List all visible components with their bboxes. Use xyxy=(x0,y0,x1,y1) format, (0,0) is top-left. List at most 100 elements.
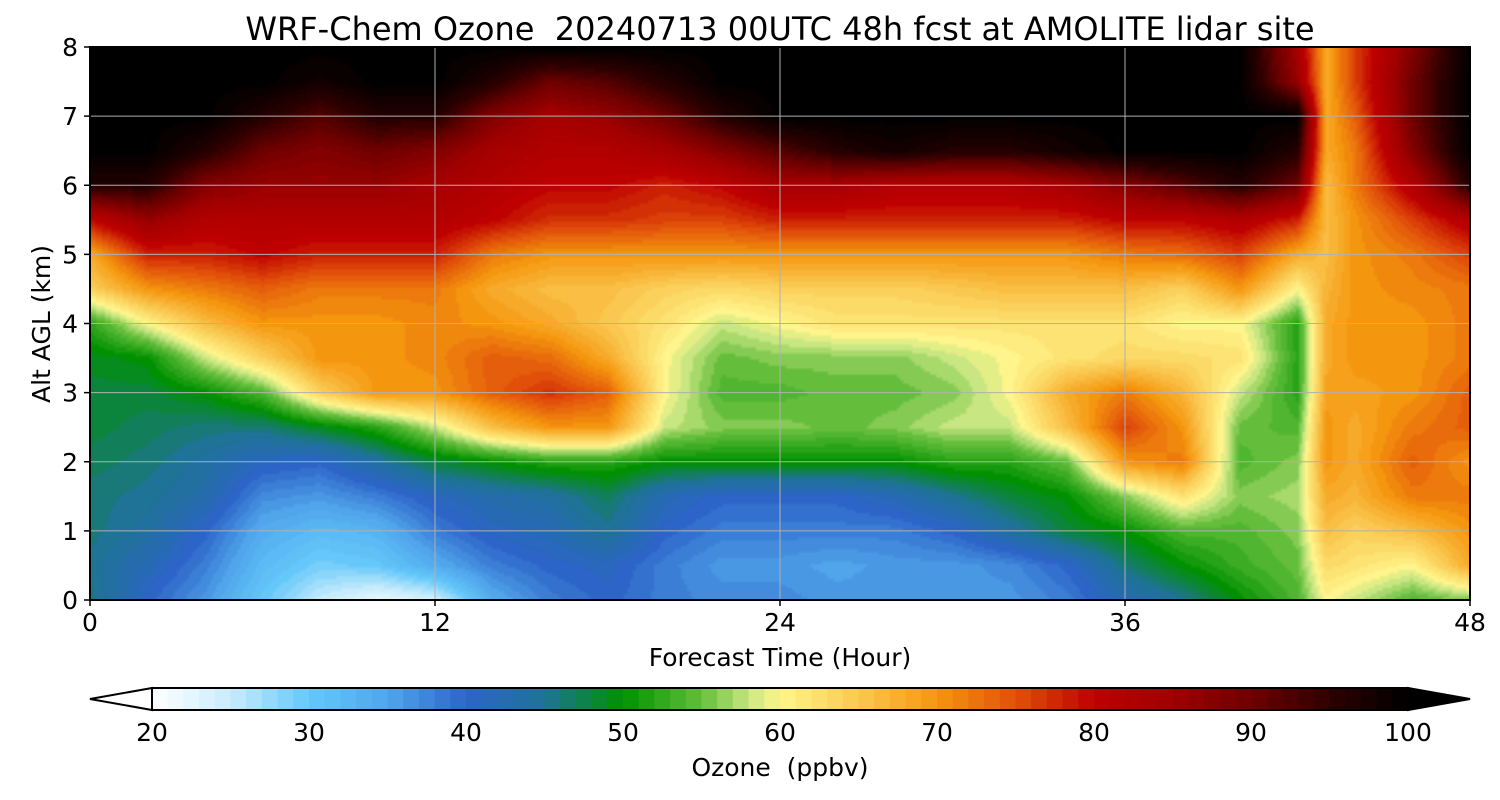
colorbar-swatch xyxy=(246,688,263,710)
y-tick-label: 2 xyxy=(62,448,78,477)
colorbar-swatch xyxy=(1078,688,1095,710)
colorbar-swatch xyxy=(654,688,671,710)
y-tick-label: 0 xyxy=(62,586,78,615)
colorbar-swatch xyxy=(780,688,797,710)
colorbar-swatch xyxy=(152,688,169,710)
colorbar-swatch xyxy=(560,688,577,710)
y-tick-label: 8 xyxy=(62,33,78,62)
colorbar-swatch xyxy=(1313,688,1331,710)
colorbar: 20 30 40 50 60 70 80 90 100 Ozone (ppbv) xyxy=(89,686,1471,782)
colorbar-swatch xyxy=(1298,688,1315,710)
colorbar-swatch xyxy=(1109,688,1126,710)
colorbar-swatch xyxy=(466,688,483,710)
colorbar-swatch xyxy=(261,688,279,710)
colorbar-swatch xyxy=(623,688,640,710)
colorbar-swatch xyxy=(748,688,765,710)
colorbar-swatch xyxy=(764,688,781,710)
colorbar-swatch xyxy=(293,688,310,710)
colorbar-swatch xyxy=(1094,688,1111,710)
colorbar-swatch xyxy=(1251,688,1268,710)
x-tick-label: 12 xyxy=(419,608,451,637)
colorbar-tick-label: 80 xyxy=(1078,718,1110,747)
colorbar-swatch xyxy=(1376,688,1393,710)
colorbar-swatch xyxy=(717,688,734,710)
colorbar-swatch xyxy=(481,688,498,710)
colorbar-swatch xyxy=(450,688,467,710)
colorbar-swatch xyxy=(434,688,451,710)
colorbar-swatch xyxy=(795,688,812,710)
colorbar-swatch xyxy=(889,688,907,710)
colorbar-swatch xyxy=(811,688,828,710)
colorbar-ticks: 20 30 40 50 60 70 80 90 100 xyxy=(136,718,1432,747)
x-tick-label: 0 xyxy=(82,608,98,637)
colorbar-swatch xyxy=(1235,688,1252,710)
colorbar-swatch xyxy=(591,688,608,710)
colorbar-swatch xyxy=(1172,688,1189,710)
colorbar-swatch xyxy=(340,688,357,710)
colorbar-swatch xyxy=(1046,688,1064,710)
grid-lines xyxy=(90,47,1470,600)
colorbar-swatch xyxy=(842,688,860,710)
colorbar-swatch xyxy=(403,688,420,710)
colorbar-swatch xyxy=(324,688,341,710)
colorbar-label: Ozone (ppbv) xyxy=(691,753,868,782)
colorbar-swatch xyxy=(1141,688,1158,710)
colorbar-swatch xyxy=(670,688,687,710)
colorbar-tick-label: 30 xyxy=(293,718,325,747)
colorbar-swatch xyxy=(167,688,184,710)
colorbar-swatch xyxy=(1062,688,1079,710)
colorbar-swatch xyxy=(1282,688,1299,710)
colorbar-swatch xyxy=(905,688,922,710)
colorbar-swatch xyxy=(921,688,938,710)
colorbar-swatch xyxy=(968,688,985,710)
colorbar-swatch xyxy=(1015,688,1032,710)
y-tick-label: 6 xyxy=(62,171,78,200)
colorbar-swatch xyxy=(874,688,891,710)
colorbar-swatch xyxy=(277,688,294,710)
chart-title: WRF-Chem Ozone 20240713 00UTC 48h fcst a… xyxy=(245,10,1314,48)
colorbar-tick-label: 70 xyxy=(921,718,953,747)
colorbar-swatch xyxy=(528,688,546,710)
colorbar-tick-label: 50 xyxy=(607,718,639,747)
y-tick-label: 4 xyxy=(62,310,78,339)
colorbar-swatches xyxy=(152,688,1409,710)
colorbar-swatch xyxy=(214,688,232,710)
y-tick-label: 3 xyxy=(62,379,78,408)
colorbar-swatch xyxy=(999,688,1017,710)
colorbar-swatch xyxy=(827,688,844,710)
colorbar-swatch xyxy=(1329,688,1346,710)
colorbar-swatch xyxy=(701,688,718,710)
colorbar-swatch xyxy=(497,688,514,710)
colorbar-swatch xyxy=(984,688,1001,710)
colorbar-swatch xyxy=(1219,688,1236,710)
colorbar-swatch xyxy=(607,688,624,710)
colorbar-swatch xyxy=(937,688,954,710)
colorbar-max-extension xyxy=(1407,686,1471,712)
x-tick-label: 48 xyxy=(1454,608,1486,637)
colorbar-tick-label: 40 xyxy=(450,718,482,747)
colorbar-swatch xyxy=(1156,688,1174,710)
colorbar-min-extension xyxy=(89,686,153,712)
y-tick-label: 1 xyxy=(62,517,78,546)
y-axis-ticks: 0 1 2 3 4 5 6 7 8 xyxy=(62,33,90,615)
colorbar-swatch xyxy=(732,688,750,710)
colorbar-swatch xyxy=(638,688,655,710)
colorbar-swatch xyxy=(230,688,247,710)
colorbar-swatch xyxy=(418,688,436,710)
colorbar-swatch xyxy=(952,688,969,710)
colorbar-swatch xyxy=(1360,688,1378,710)
colorbar-swatch xyxy=(199,688,216,710)
y-axis-label: Alt AGL (km) xyxy=(27,245,56,403)
x-tick-label: 36 xyxy=(1109,608,1141,637)
colorbar-swatch xyxy=(513,688,530,710)
colorbar-swatch xyxy=(309,688,326,710)
x-tick-label: 24 xyxy=(764,608,796,637)
colorbar-swatch xyxy=(575,688,593,710)
colorbar-swatch xyxy=(356,688,373,710)
colorbar-swatch xyxy=(1203,688,1221,710)
colorbar-swatch xyxy=(1031,688,1048,710)
colorbar-tick-label: 90 xyxy=(1235,718,1267,747)
colorbar-tick-label: 60 xyxy=(764,718,796,747)
